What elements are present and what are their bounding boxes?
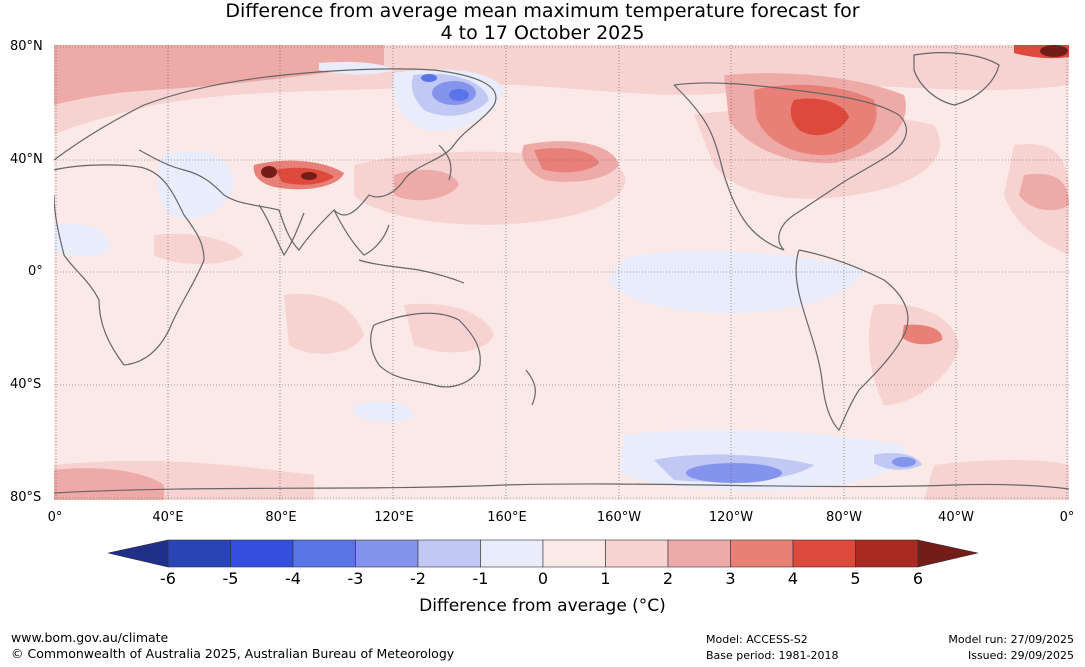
lon-label-40e: 40°E [152,510,184,525]
lat-label-80s: 80°S [10,490,42,505]
lon-label-80e: 80°E [265,510,297,525]
lon-label-120w: 120°W [708,510,754,525]
colorbar-cell [230,539,294,568]
colorbar-arrow-high [917,539,979,568]
colorbar-cell [792,539,856,568]
coastline-japan [438,144,452,181]
coastline-europe-asia [54,68,497,251]
colorbar-tick-label: -3 [347,569,364,588]
colorbar-tick-label: -5 [222,569,239,588]
footer-model-run: Model run: 27/09/2025 [948,633,1074,646]
footer-website: www.bom.gov.au/climate [11,630,169,645]
colorbar-tick-label: -1 [472,569,489,588]
colorbar-cell [667,539,731,568]
coastline-greenland [913,52,1000,106]
footer-issued: Issued: 29/09/2025 [967,649,1074,662]
lon-label-120e: 120°E [374,510,414,525]
lat-label-40s: 40°S [10,377,42,392]
colorbar-cell [167,539,231,568]
colorbar-tick-label: 3 [725,569,736,588]
colorbar-cell [355,539,419,568]
colorbar-tick-label: -4 [285,569,301,588]
colorbar-tick-label: 2 [662,569,674,588]
colorbar-tick-label: 6 [912,569,924,588]
coastline-africa [54,164,205,366]
colorbar-cell [605,539,669,568]
coastline-india [258,204,305,257]
anomaly-over-6-regions [261,45,1068,180]
lon-label-80w: 80°W [826,510,862,525]
lon-label-160w: 160°W [596,510,642,525]
lon-label-0-east: 0° [1059,510,1075,525]
map-background [54,45,1069,500]
lat-label-80n: 80°N [10,39,43,54]
colorbar-tick-label: 4 [787,569,799,588]
coastline-australia [370,312,481,388]
lon-label-160e: 160°E [487,510,527,525]
colorbar [107,539,979,573]
coastlines [54,52,1069,494]
colorbar-cell [480,539,544,568]
colorbar-svg [107,539,979,568]
coastline-south-america [795,249,909,432]
colorbar-cell [292,539,356,568]
colorbar-tick-label: 0 [537,569,549,588]
map-title-line-1: Difference from average mean maximum tem… [225,0,860,22]
coastline-antarctica [54,483,1069,494]
colorbar-cell [542,539,606,568]
colorbar-cell [730,539,794,568]
lon-label-40w: 40°W [938,510,974,525]
colorbar-cell [417,539,481,568]
colorbar-tick-label: 5 [850,569,861,588]
map-title-line-2: 4 to 17 October 2025 [440,22,645,44]
anomaly-cool-very-strong-regions [421,74,469,101]
coastline-maritime-islands [358,259,465,284]
footer-base-period: Base period: 1981-2018 [706,649,839,662]
lat-label-40n: 40°N [10,152,43,167]
colorbar-tick-label: -2 [410,569,426,588]
coastline-new-zealand [525,369,536,406]
coastline-north-america [673,82,907,251]
footer-copyright: © Commonwealth of Australia 2025, Austra… [11,646,455,661]
gridlines [54,45,1069,500]
coastline-southeast-asia [333,209,390,256]
colorbar-tick-label: 1 [600,569,611,588]
colorbar-arrow-low [107,539,169,568]
colorbar-tick-label: -6 [160,569,176,588]
colorbar-title: Difference from average (°C) [419,596,666,616]
forecast-map [54,45,1069,500]
lat-label-equator: 0° [28,264,43,279]
colorbar-cell [855,539,919,568]
footer-model: Model: ACCESS-S2 [706,633,808,646]
forecast-map-canvas [54,45,1069,500]
lon-label-0: 0° [47,510,63,525]
